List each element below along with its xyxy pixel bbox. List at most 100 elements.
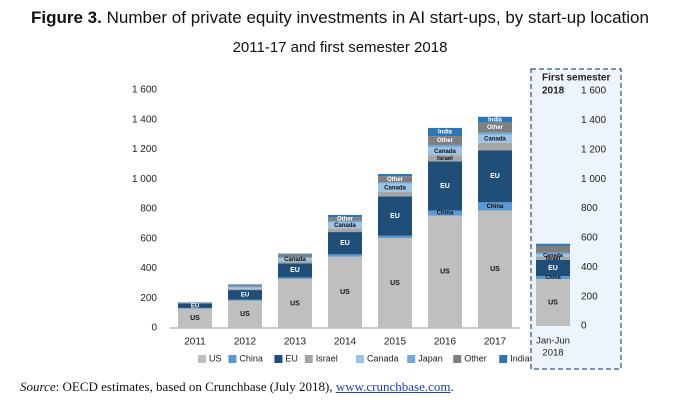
bar-segment-label: India: [438, 130, 453, 136]
legend-swatch: [499, 355, 508, 363]
x-tick-label: 2013: [284, 337, 307, 348]
bar-segment: [478, 150, 512, 203]
inset-y-tick-label: 0: [581, 321, 587, 332]
x-tick-label: 2011: [184, 337, 206, 348]
bar-segment: [428, 155, 462, 162]
bar-segment: [278, 263, 312, 278]
bar-segment: [278, 277, 312, 279]
bar-segment-label: EU: [241, 292, 249, 298]
inset-bar-segment: [536, 254, 570, 257]
y-tick-label: 1 400: [132, 114, 157, 125]
inset-bar-segment: [536, 245, 570, 253]
legend-label: India: [510, 353, 530, 363]
legend-label: Other: [464, 353, 487, 363]
bar-segment: [328, 222, 362, 229]
source-end: .: [450, 379, 454, 394]
legend-label: Canada: [367, 353, 399, 363]
legend-label: EU: [285, 353, 298, 363]
bar-segment-label: US: [190, 315, 200, 322]
y-tick-label: 800: [140, 204, 157, 215]
bar-segment: [278, 253, 312, 255]
inset-y-tick-label: 600: [581, 233, 598, 244]
bar-segment: [228, 287, 262, 289]
source-note: Source: OECD estimates, based on Crunchb…: [20, 379, 454, 395]
bar-segment: [328, 228, 362, 233]
bar-segment-label: Canada: [384, 185, 406, 191]
x-tick-label: 2017: [484, 337, 507, 348]
bar-segment-label: EU: [390, 213, 400, 220]
y-tick-label: 400: [140, 263, 157, 274]
bar-segment: [228, 288, 262, 291]
bar-segment: [228, 299, 262, 301]
bar-segment-label: EU: [191, 303, 199, 309]
bar-segment: [478, 142, 512, 151]
bar-segment: [228, 286, 262, 288]
bar-segment-label: US: [440, 269, 450, 276]
y-tick-label: 600: [140, 233, 157, 244]
inset-bar-segment-label: Israel: [546, 256, 561, 262]
legend-swatch: [304, 355, 313, 363]
bar-segment: [328, 254, 362, 257]
bar-segment: [378, 176, 412, 183]
bar-segment-label: Canada: [334, 223, 356, 229]
legend-label: China: [239, 353, 263, 363]
inset-y-tick-label: 800: [581, 203, 598, 214]
bar-segment-label: EU: [340, 240, 350, 247]
bar-segment: [228, 300, 262, 328]
chart-title-text: Number of private equity investments in …: [106, 8, 649, 27]
bar-segment-label: Canada: [284, 257, 306, 263]
bar-segment: [428, 145, 462, 148]
inset-bar-segment: [536, 252, 570, 255]
legend-swatch: [198, 355, 206, 363]
bar-segment: [178, 308, 212, 328]
bar-segment: [178, 303, 212, 308]
bar-segment-label: US: [240, 311, 250, 318]
bar-segment: [178, 307, 212, 309]
y-tick-label: 0: [151, 323, 157, 334]
inset-y-tick-label: 1 200: [581, 144, 606, 155]
bar-segment-label: EU: [290, 267, 300, 274]
inset-x-tick-label-year: 2018: [542, 348, 563, 359]
bar-segment: [478, 122, 512, 133]
bar-segment: [428, 136, 462, 146]
x-tick-label: 2016: [434, 337, 457, 348]
inset-x-tick-label: Jan-Jun: [536, 336, 570, 347]
bar-segment-label: EU: [440, 183, 450, 190]
inset-y-tick-label: 1 600: [581, 86, 606, 97]
chart-title: Figure 3. Number of private equity inves…: [0, 8, 680, 28]
y-tick-label: 200: [140, 293, 157, 304]
bar-segment: [428, 127, 462, 137]
bar-chart: 0 200 400 600 800 1 000 1 200 1 400 1 600 US EU 201…: [132, 68, 622, 370]
bar-segment-label: Other: [337, 217, 354, 223]
legend-label: Japan: [418, 353, 443, 363]
inset-y-tick-label: 1 400: [581, 115, 606, 126]
bar-segment: [478, 210, 512, 328]
bar-segment: [278, 258, 312, 262]
inset-bar-segment-label: EU: [548, 265, 558, 272]
y-tick-label: 1 200: [132, 144, 157, 155]
bar-segment: [278, 278, 312, 328]
bar-segment: [328, 256, 362, 328]
bar-segment: [428, 215, 462, 328]
legend-swatch: [274, 355, 283, 363]
legend-swatch: [453, 355, 462, 363]
figure-label: Figure 3.: [31, 8, 102, 27]
bar-segment-label: US: [290, 300, 300, 307]
bar-segment: [378, 196, 412, 236]
bar-segment-label: China: [437, 211, 454, 217]
x-tick-label: 2015: [384, 337, 407, 348]
source-link[interactable]: www.crunchbase.com: [335, 379, 451, 394]
chart-subtitle: 2011-17 and first semester 2018: [232, 39, 448, 56]
bar-segment: [228, 290, 262, 300]
inset-y-tick-label: 200: [581, 291, 598, 302]
bar-segment-label: India: [488, 117, 503, 123]
legend-swatch: [356, 355, 364, 363]
inset-bar-segment-label: US: [548, 299, 558, 306]
bar-segment: [278, 261, 312, 264]
inset-y-tick-label: 400: [581, 262, 598, 273]
bar-segment: [328, 220, 362, 223]
inset-title: First semester: [542, 73, 610, 84]
bar-segment: [478, 132, 512, 135]
bar-segment-label: Other: [387, 177, 404, 183]
bar-segment-label: Other: [487, 125, 504, 131]
